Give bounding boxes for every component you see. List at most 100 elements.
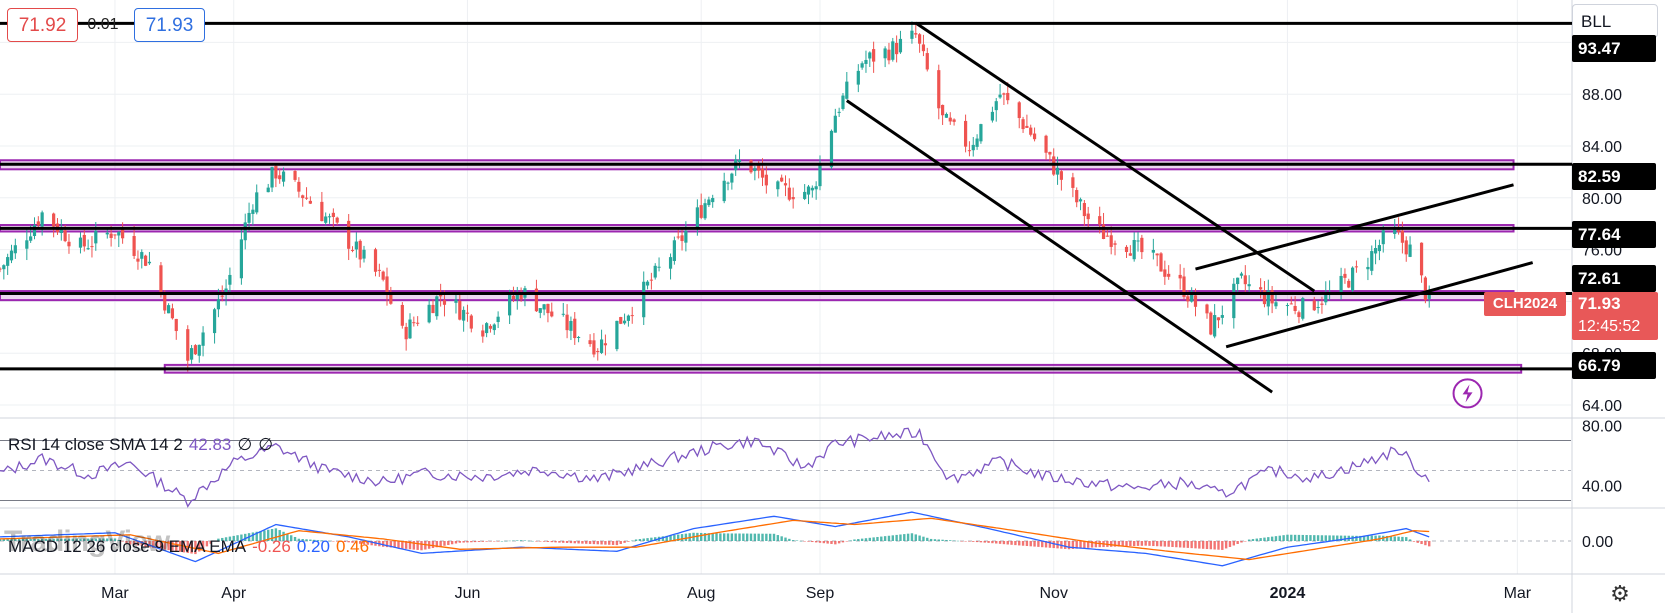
macd-hist-bar-170 (650, 537, 653, 541)
candle-body-176 (941, 104, 945, 116)
candle-body-29 (147, 261, 152, 264)
macd-hist-bar-274 (1048, 541, 1052, 548)
macd-hist-bar-237 (906, 533, 910, 541)
candle-body-227 (1213, 315, 1217, 337)
trendline-3 (1225, 261, 1534, 349)
macd-hist-bar-328 (1255, 538, 1258, 541)
macd-hist-bar-302 (1155, 541, 1159, 547)
macd-hist-bar-153 (585, 541, 588, 544)
macd-hist-bar-162 (619, 541, 622, 544)
candle-body-234 (1247, 284, 1251, 287)
gear-icon[interactable]: ⚙ (1610, 581, 1630, 606)
candle-body-40 (212, 309, 217, 334)
ask-price-box[interactable]: 71.93 (134, 8, 205, 42)
macd-hist-bar-16 (60, 538, 63, 541)
bid-price-box[interactable]: 71.92 (7, 8, 78, 42)
macd-hist-bar-224 (857, 539, 860, 541)
macd-axis-label-0: 0.00 (1582, 534, 1613, 551)
macd-hist-bar-209 (799, 540, 803, 542)
candle-body-48 (251, 209, 255, 214)
macd-hist-bar-235 (899, 534, 902, 541)
candle-body-220 (1178, 274, 1182, 279)
macd-hist-bar-334 (1278, 535, 1281, 541)
macd-hist-bar-364 (1393, 536, 1396, 541)
time-tick-label-2: Jun (455, 585, 481, 602)
candle-body-39 (201, 332, 205, 346)
candle-body-105 (561, 313, 565, 315)
candle-body-199 (1059, 171, 1063, 180)
macd-hist-bar-366 (1401, 536, 1404, 541)
macd-hist-bar-321 (1228, 541, 1232, 547)
macd-legend[interactable]: MACD 12 26 close 9 EMA EMA -0.26 0.20 0.46 (8, 537, 375, 557)
candle-body-155 (829, 130, 834, 168)
candle-body-139 (737, 159, 742, 163)
candle-body-55 (293, 171, 297, 180)
macd-hist-bar-240 (918, 535, 921, 541)
macd-hist-bar-82 (313, 539, 316, 541)
rsi-legend[interactable]: RSI 14 close SMA 14 2 42.83 ∅ ∅ (8, 435, 279, 455)
macd-hist-bar-256 (979, 541, 983, 543)
macd-hist-bar-286 (1094, 541, 1098, 548)
macd-hist-bar-103 (393, 541, 396, 548)
candle-body-118 (626, 315, 630, 321)
candle-body-121 (645, 281, 650, 286)
macd-hist-bar-41 (155, 541, 159, 549)
candle-body-264 (1408, 244, 1412, 257)
macd-hist-bar-92 (351, 541, 354, 543)
macd-hist-bar-145 (554, 541, 557, 543)
candle-body-239 (1274, 302, 1278, 307)
macd-hist-bar-183 (700, 532, 703, 541)
candle-body-142 (757, 165, 761, 171)
candle-body-242 (1293, 305, 1297, 311)
macd-hist-bar-290 (1109, 541, 1113, 547)
candle-body-66 (350, 249, 355, 251)
macd-hist-bar-18 (67, 538, 71, 541)
macd-hist-bar-33 (125, 541, 128, 543)
macd-hist-bar-76 (290, 535, 293, 541)
macd-hist-bar-298 (1140, 541, 1144, 546)
candle-body-127 (676, 236, 680, 238)
macd-hist-bar-122 (466, 541, 469, 543)
candle-body-162 (864, 59, 868, 64)
macd-hist-bar-229 (876, 536, 879, 541)
macd-hist-bar-4 (14, 538, 17, 541)
symbol-selector[interactable]: BLL (1572, 4, 1658, 38)
macd-hist-bar-293 (1121, 541, 1124, 547)
macd-hist-bar-284 (1087, 541, 1090, 548)
candle-body-104 (550, 311, 554, 317)
candle-body-22 (113, 234, 117, 236)
macd-hist-bar-239 (914, 534, 917, 541)
trendline-1 (845, 99, 1273, 394)
candle-body-45 (239, 239, 243, 279)
macd-hist-bar-80 (305, 539, 308, 541)
macd-hist-bar-248 (949, 540, 952, 541)
candle-body-97 (515, 292, 519, 300)
candle-body-187 (998, 94, 1002, 98)
candle-body-235 (1259, 287, 1263, 290)
macd-hist-bar-322 (1232, 541, 1236, 546)
macd-hist-bar-303 (1159, 541, 1163, 547)
macd-hist-bar-244 (933, 539, 937, 541)
candle-body-265 (1419, 242, 1424, 276)
macd-hist-bar-305 (1167, 541, 1170, 547)
macd-hist-bar-269 (1029, 541, 1032, 547)
candle-body-174 (925, 53, 929, 70)
candle-body-141 (753, 168, 757, 172)
macd-hist-bar-215 (822, 541, 826, 544)
macd-hist-bar-110 (420, 541, 423, 551)
macd-hist-bar-182 (696, 532, 699, 541)
candle-body-160 (856, 70, 860, 85)
candle-body-136 (726, 182, 730, 184)
macd-hist-bar-141 (539, 541, 542, 542)
macd-hist-bar-206 (788, 538, 791, 541)
candle-body-63 (331, 212, 335, 217)
candle-body-251 (1343, 273, 1347, 278)
macd-hist-bar-251 (960, 541, 963, 542)
macd-hist-bar-205 (784, 537, 787, 541)
macd-hist-bar-131 (500, 541, 504, 542)
macd-hist-bar-238 (910, 533, 914, 541)
macd-hist-bar-363 (1389, 536, 1393, 541)
macd-hist-bar-304 (1163, 541, 1167, 547)
macd-hist-bar-139 (531, 540, 534, 542)
